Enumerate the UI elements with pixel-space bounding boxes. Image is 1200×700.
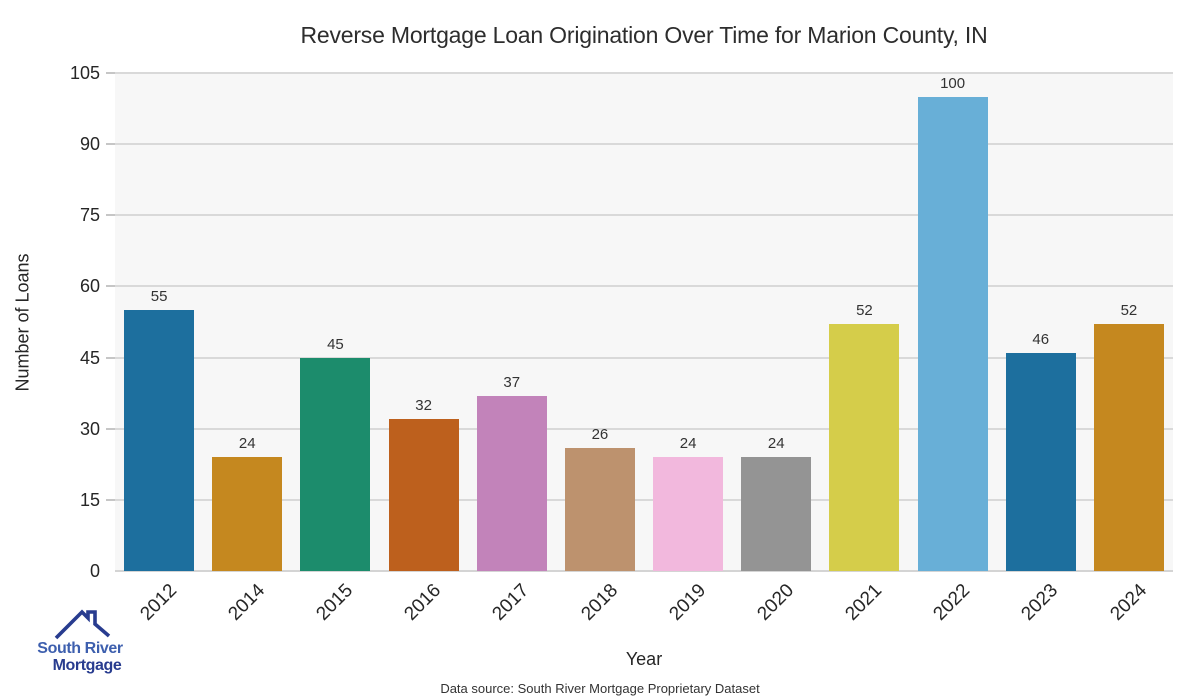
y-tick-label: 45 — [79, 347, 100, 368]
y-tick-label: 105 — [69, 63, 100, 83]
y-tick-label: 60 — [79, 276, 100, 297]
y-tick-mark — [106, 72, 115, 74]
bar-2019 — [653, 457, 724, 571]
x-axis-label: Year — [625, 649, 663, 669]
x-tick-label: 2022 — [929, 580, 975, 625]
bar-value-label: 45 — [327, 335, 344, 353]
bar-value-label: 52 — [1120, 302, 1138, 320]
bar-value-label: 37 — [503, 373, 521, 391]
x-tick-label: 2024 — [1106, 580, 1151, 625]
bar-2022 — [917, 96, 988, 571]
gridline — [115, 285, 1173, 288]
y-tick-label: 30 — [79, 418, 100, 439]
x-tick-label: 2023 — [1017, 580, 1063, 625]
y-tick-mark — [106, 285, 115, 288]
bar-2023 — [1005, 352, 1076, 571]
y-tick-mark — [106, 214, 115, 217]
logo-text-line2: Mortgage — [52, 657, 122, 674]
bar-value-label: 24 — [767, 435, 785, 453]
x-tick-label: 2020 — [753, 580, 799, 625]
x-tick-label: 2012 — [136, 580, 181, 625]
bar-value-label: 52 — [856, 302, 873, 320]
bar-2018 — [564, 447, 635, 571]
gridline — [115, 214, 1173, 217]
logo-text-line1: South River — [37, 640, 123, 657]
bar-value-label: 100 — [940, 74, 966, 92]
y-tick-label: 15 — [79, 489, 100, 510]
bar-value-label: 24 — [238, 435, 256, 453]
bar-value-label: 46 — [1032, 330, 1050, 348]
bar-2021 — [829, 324, 900, 571]
x-tick-label: 2019 — [665, 580, 710, 625]
bar-2014 — [212, 457, 283, 571]
bar-2015 — [300, 357, 371, 571]
bar-value-label: 24 — [679, 435, 697, 453]
y-tick-mark — [106, 427, 115, 430]
bar-2024 — [1093, 324, 1164, 571]
gridline — [115, 143, 1173, 146]
bar-value-label: 55 — [150, 288, 168, 306]
y-tick-mark — [106, 143, 115, 146]
x-tick-label: 2018 — [577, 580, 622, 625]
chart-title: Reverse Mortgage Loan Origination Over T… — [300, 22, 988, 48]
gridline — [115, 498, 1173, 501]
x-tick-label: 2017 — [488, 580, 534, 625]
gridline — [115, 427, 1173, 430]
data-source-note: Data source: South River Mortgage Propri… — [440, 681, 760, 696]
bar-2016 — [388, 419, 459, 571]
south-river-mortgage-logo: South River Mortgage — [20, 608, 140, 674]
bar-value-label: 32 — [415, 397, 432, 415]
bar-2017 — [476, 395, 547, 571]
x-tick-label: 2021 — [841, 580, 887, 625]
x-axis-baseline — [115, 570, 1173, 572]
bar-2020 — [741, 457, 812, 571]
x-tick-label: 2016 — [400, 580, 446, 625]
bar-value-label: 26 — [591, 425, 609, 443]
y-tick-mark — [106, 356, 115, 359]
y-axis-label: Number of Loans — [12, 252, 33, 392]
gridline — [115, 356, 1173, 359]
y-tick-label: 0 — [89, 561, 100, 581]
y-tick-mark — [106, 498, 115, 501]
plot-area: 55 24 45 32 37 26 24 24 52 100 46 52 — [115, 72, 1173, 572]
y-tick-label: 75 — [79, 205, 100, 226]
y-tick-label: 90 — [79, 134, 100, 155]
x-tick-label: 2014 — [224, 580, 270, 625]
gridline — [115, 72, 1173, 74]
house-roof-icon — [54, 609, 111, 640]
x-tick-label: 2015 — [312, 580, 358, 625]
bar-2012 — [124, 310, 195, 571]
